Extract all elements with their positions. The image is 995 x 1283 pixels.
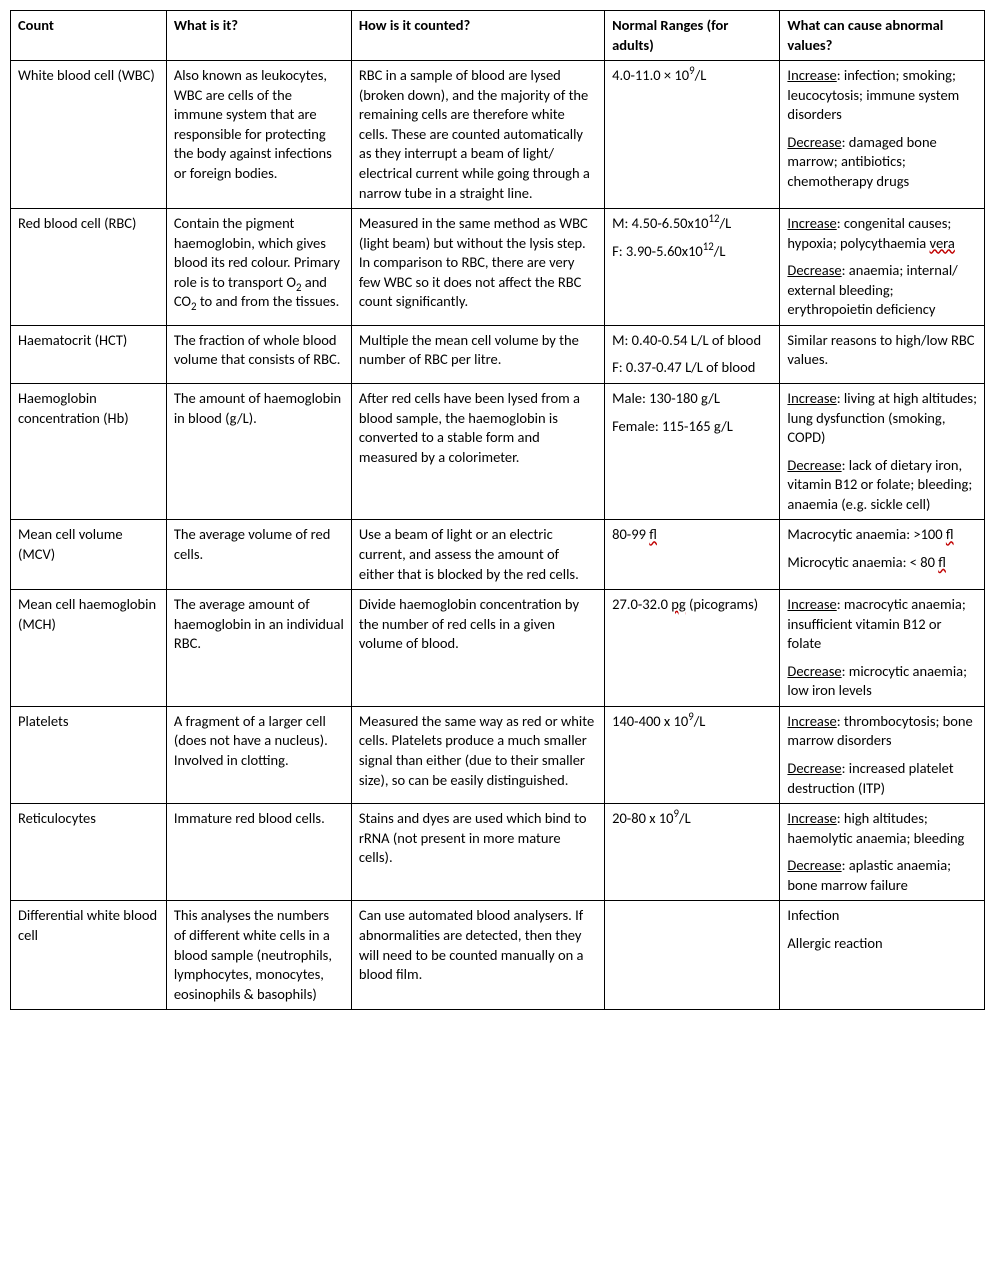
cell-range: M: 0.40-0.54 L/L of bloodF: 0.37-0.47 L/… — [605, 325, 780, 383]
table-row: Red blood cell (RBC)Contain the pigment … — [11, 209, 985, 326]
cell-count: Haemoglobin concentration (Hb) — [11, 384, 167, 520]
cell-abnormal: Macrocytic anaemia: >100 flMicrocytic an… — [780, 520, 985, 590]
cell-range: 20-80 x 109/L — [605, 804, 780, 901]
cell-abnormal: Similar reasons to high/low RBC values. — [780, 325, 985, 383]
cell-range: 4.0-11.0 × 109/L — [605, 61, 780, 209]
cell-range: 80-99 fl — [605, 520, 780, 590]
cell-count: Reticulocytes — [11, 804, 167, 901]
col-header-count: Count — [11, 11, 167, 61]
cell-what: Contain the pigment haemoglobin, which g… — [166, 209, 351, 326]
col-header-how: How is it counted? — [351, 11, 604, 61]
table-row: Haemoglobin concentration (Hb)The amount… — [11, 384, 985, 520]
cell-how: Stains and dyes are used which bind to r… — [351, 804, 604, 901]
cell-abnormal: Increase: congenital causes; hypoxia; po… — [780, 209, 985, 326]
table-row: PlateletsA fragment of a larger cell (do… — [11, 706, 985, 803]
cell-range: 140-400 x 109/L — [605, 706, 780, 803]
cell-how: Measured in the same method as WBC (ligh… — [351, 209, 604, 326]
cell-abnormal: Increase: macrocytic anaemia; insufficie… — [780, 590, 985, 707]
cell-count: Mean cell haemoglobin (MCH) — [11, 590, 167, 707]
blood-count-table: Count What is it? How is it counted? Nor… — [10, 10, 985, 1010]
table-body: White blood cell (WBC)Also known as leuk… — [11, 61, 985, 1010]
cell-what: This analyses the numbers of different w… — [166, 901, 351, 1010]
cell-what: Immature red blood cells. — [166, 804, 351, 901]
cell-how: Measured the same way as red or white ce… — [351, 706, 604, 803]
cell-what: The average volume of red cells. — [166, 520, 351, 590]
cell-what: The amount of haemoglobin in blood (g/L)… — [166, 384, 351, 520]
table-row: Haematocrit (HCT)The fraction of whole b… — [11, 325, 985, 383]
cell-range: 27.0-32.0 pg (picograms) — [605, 590, 780, 707]
cell-how: Can use automated blood analysers. If ab… — [351, 901, 604, 1010]
cell-how: RBC in a sample of blood are lysed (brok… — [351, 61, 604, 209]
cell-what: The fraction of whole blood volume that … — [166, 325, 351, 383]
cell-abnormal: Increase: thrombocytosis; bone marrow di… — [780, 706, 985, 803]
cell-how: Use a beam of light or an electric curre… — [351, 520, 604, 590]
table-row: White blood cell (WBC)Also known as leuk… — [11, 61, 985, 209]
cell-how: Divide haemoglobin concentration by the … — [351, 590, 604, 707]
table-row: Mean cell haemoglobin (MCH)The average a… — [11, 590, 985, 707]
cell-abnormal: Increase: infection; smoking; leucocytos… — [780, 61, 985, 209]
cell-count: Haematocrit (HCT) — [11, 325, 167, 383]
table-row: Differential white blood cellThis analys… — [11, 901, 985, 1010]
cell-abnormal: Increase: high altitudes; haemolytic ana… — [780, 804, 985, 901]
cell-range: Male: 130-180 g/LFemale: 115-165 g/L — [605, 384, 780, 520]
cell-range — [605, 901, 780, 1010]
table-header-row: Count What is it? How is it counted? Nor… — [11, 11, 985, 61]
cell-count: Platelets — [11, 706, 167, 803]
table-row: Mean cell volume (MCV)The average volume… — [11, 520, 985, 590]
cell-how: Multiple the mean cell volume by the num… — [351, 325, 604, 383]
table-row: ReticulocytesImmature red blood cells.St… — [11, 804, 985, 901]
col-header-abnormal: What can cause abnormal values? — [780, 11, 985, 61]
cell-what: Also known as leukocytes, WBC are cells … — [166, 61, 351, 209]
cell-count: Red blood cell (RBC) — [11, 209, 167, 326]
cell-abnormal: InfectionAllergic reaction — [780, 901, 985, 1010]
cell-what: The average amount of haemoglobin in an … — [166, 590, 351, 707]
cell-count: White blood cell (WBC) — [11, 61, 167, 209]
col-header-what: What is it? — [166, 11, 351, 61]
cell-abnormal: Increase: living at high altitudes; lung… — [780, 384, 985, 520]
cell-count: Differential white blood cell — [11, 901, 167, 1010]
cell-what: A fragment of a larger cell (does not ha… — [166, 706, 351, 803]
cell-count: Mean cell volume (MCV) — [11, 520, 167, 590]
cell-range: M: 4.50-6.50x1012/LF: 3.90-5.60x1012/L — [605, 209, 780, 326]
cell-how: After red cells have been lysed from a b… — [351, 384, 604, 520]
col-header-range: Normal Ranges (for adults) — [605, 11, 780, 61]
